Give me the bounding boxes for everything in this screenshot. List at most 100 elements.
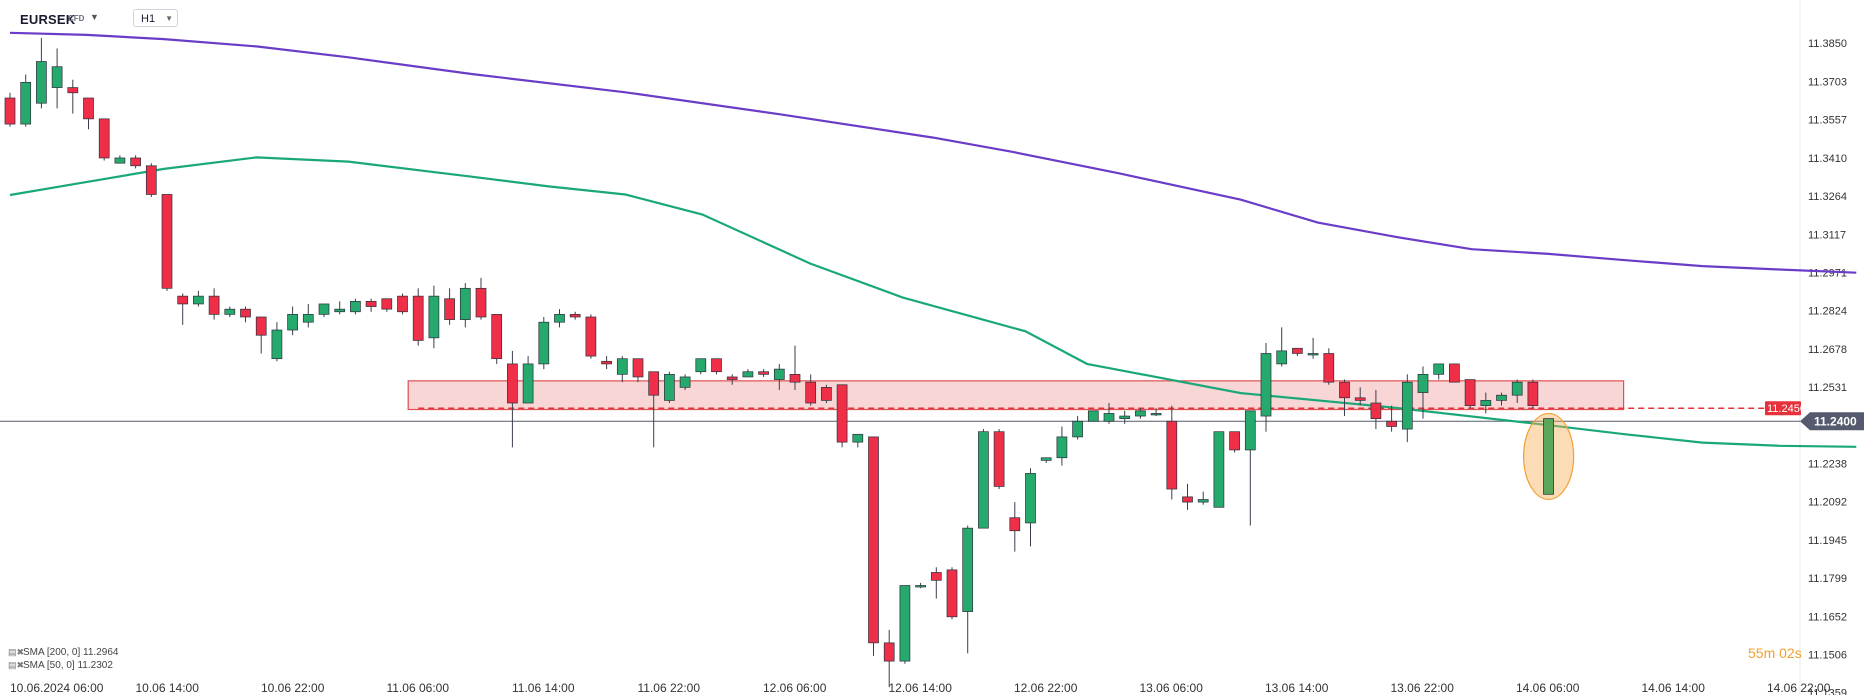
candle[interactable] bbox=[1119, 415, 1131, 420]
candle[interactable] bbox=[915, 585, 926, 588]
candle[interactable] bbox=[98, 118, 110, 159]
candle[interactable] bbox=[161, 194, 173, 289]
candle[interactable] bbox=[145, 165, 157, 195]
candle[interactable] bbox=[20, 82, 32, 125]
candle[interactable] bbox=[444, 298, 455, 320]
candle-current[interactable] bbox=[1543, 418, 1554, 495]
candle[interactable] bbox=[475, 287, 487, 318]
candle[interactable] bbox=[868, 436, 879, 644]
candle[interactable] bbox=[789, 373, 801, 383]
symbol-selector[interactable]: EURSEK bbox=[20, 12, 76, 27]
candle[interactable] bbox=[1197, 499, 1209, 503]
candle[interactable] bbox=[318, 303, 330, 315]
candle[interactable] bbox=[1056, 436, 1068, 459]
candle[interactable] bbox=[993, 431, 1005, 487]
candle[interactable] bbox=[51, 66, 63, 88]
candle[interactable] bbox=[1449, 363, 1460, 383]
candle[interactable] bbox=[67, 87, 79, 94]
candle[interactable] bbox=[1292, 347, 1303, 354]
candle[interactable] bbox=[569, 314, 581, 318]
candle[interactable] bbox=[679, 376, 691, 388]
candle[interactable] bbox=[397, 295, 408, 313]
candle[interactable] bbox=[1386, 420, 1397, 427]
candle[interactable] bbox=[130, 157, 141, 167]
candle[interactable] bbox=[193, 295, 204, 305]
timeframe-selector[interactable]: H1 ▼ bbox=[133, 9, 178, 27]
candle[interactable] bbox=[554, 314, 565, 323]
candle[interactable] bbox=[805, 381, 817, 404]
candle[interactable] bbox=[350, 300, 361, 313]
candle[interactable] bbox=[1354, 397, 1366, 401]
candle[interactable] bbox=[946, 569, 958, 618]
candle[interactable] bbox=[1339, 381, 1350, 399]
candle[interactable] bbox=[1401, 381, 1413, 430]
candle[interactable] bbox=[648, 371, 660, 396]
candle[interactable] bbox=[1087, 410, 1099, 422]
candle[interactable] bbox=[381, 298, 393, 310]
candle[interactable] bbox=[664, 373, 675, 401]
candle[interactable] bbox=[1040, 457, 1052, 461]
candle[interactable] bbox=[601, 360, 612, 365]
candle[interactable] bbox=[616, 358, 628, 375]
candle[interactable] bbox=[1025, 473, 1036, 524]
candle[interactable] bbox=[491, 314, 503, 360]
candle[interactable] bbox=[1464, 379, 1476, 406]
candle[interactable] bbox=[726, 376, 738, 380]
candle[interactable] bbox=[711, 358, 722, 373]
candle[interactable] bbox=[742, 371, 754, 378]
candle[interactable] bbox=[1103, 413, 1115, 422]
candle[interactable] bbox=[1370, 402, 1382, 420]
candle[interactable] bbox=[962, 527, 974, 612]
candle[interactable] bbox=[883, 642, 895, 662]
candle[interactable] bbox=[522, 363, 534, 404]
candle[interactable] bbox=[240, 308, 251, 318]
candle[interactable] bbox=[1307, 353, 1319, 356]
resistance-zone[interactable] bbox=[407, 380, 1625, 411]
candle[interactable] bbox=[773, 368, 785, 380]
candle[interactable] bbox=[1244, 410, 1256, 451]
candle[interactable] bbox=[1135, 410, 1146, 417]
chevron-down-icon[interactable]: ▼ bbox=[90, 12, 99, 22]
candle[interactable] bbox=[255, 316, 267, 336]
candle[interactable] bbox=[1417, 373, 1429, 393]
candle[interactable] bbox=[4, 97, 16, 125]
candle[interactable] bbox=[1166, 420, 1178, 490]
candle[interactable] bbox=[758, 371, 769, 375]
candle[interactable] bbox=[1511, 381, 1523, 396]
candle[interactable] bbox=[177, 295, 189, 305]
candle[interactable] bbox=[852, 433, 864, 443]
candle[interactable] bbox=[930, 572, 942, 581]
candle[interactable] bbox=[334, 308, 346, 313]
candle[interactable] bbox=[459, 287, 471, 320]
candle[interactable] bbox=[538, 321, 550, 365]
candle[interactable] bbox=[1150, 413, 1162, 416]
candle[interactable] bbox=[1009, 517, 1021, 532]
candle[interactable] bbox=[36, 61, 47, 104]
candle[interactable] bbox=[695, 358, 707, 373]
candle[interactable] bbox=[1260, 353, 1272, 417]
candle[interactable] bbox=[507, 363, 518, 404]
candle[interactable] bbox=[1323, 353, 1335, 383]
candle[interactable] bbox=[1496, 394, 1507, 401]
candle[interactable] bbox=[821, 387, 832, 401]
candle[interactable] bbox=[1480, 400, 1492, 406]
candle[interactable] bbox=[271, 329, 283, 360]
candle[interactable] bbox=[428, 295, 440, 339]
candle[interactable] bbox=[224, 308, 236, 315]
candle[interactable] bbox=[899, 585, 911, 662]
candle[interactable] bbox=[1276, 350, 1288, 365]
candle[interactable] bbox=[208, 295, 220, 315]
candle[interactable] bbox=[1213, 431, 1225, 508]
candle[interactable] bbox=[114, 157, 126, 164]
candle[interactable] bbox=[412, 295, 424, 341]
candle[interactable] bbox=[1229, 431, 1240, 451]
candle[interactable] bbox=[302, 314, 314, 323]
candle[interactable] bbox=[978, 431, 989, 529]
candle[interactable] bbox=[83, 97, 94, 120]
candle[interactable] bbox=[585, 316, 597, 357]
candle[interactable] bbox=[836, 384, 848, 443]
candle[interactable] bbox=[1072, 420, 1083, 438]
candle[interactable] bbox=[1433, 363, 1445, 375]
candle[interactable] bbox=[632, 358, 644, 378]
